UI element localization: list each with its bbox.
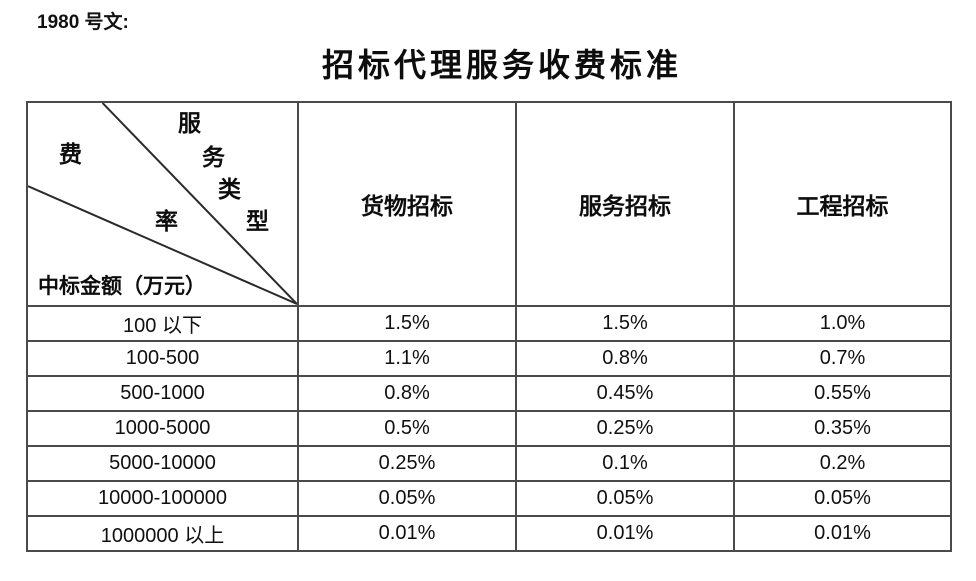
diagonal-lines: [29, 104, 296, 304]
rate-cell-service: 1.5%: [515, 305, 735, 342]
amount-range-cell: 5000-10000: [26, 445, 299, 482]
table-row: 10000-100000 0.05% 0.05% 0.05%: [26, 480, 952, 517]
amount-range-cell: 1000000 以上: [26, 515, 299, 552]
table-row: 5000-10000 0.25% 0.1% 0.2%: [26, 445, 952, 482]
table-row: 100 以下 1.5% 1.5% 1.0%: [26, 305, 952, 342]
fee-rate-char-1: 费: [59, 142, 82, 167]
fee-rate-char-2: 率: [155, 209, 178, 234]
amount-range-cell: 500-1000: [26, 375, 299, 412]
rate-cell-service: 0.25%: [515, 410, 735, 447]
column-header-service-bidding: 服务招标: [515, 101, 735, 307]
diagonal-header-cell: 服 务 类 型 费 率 中标金额（万元）: [26, 101, 299, 307]
rate-cell-service: 0.1%: [515, 445, 735, 482]
table-row: 500-1000 0.8% 0.45% 0.55%: [26, 375, 952, 412]
rate-cell-goods: 1.1%: [297, 340, 517, 377]
amount-range-cell: 1000-5000: [26, 410, 299, 447]
rate-cell-goods: 0.01%: [297, 515, 517, 552]
table-row: 1000-5000 0.5% 0.25% 0.35%: [26, 410, 952, 447]
rate-cell-service: 0.01%: [515, 515, 735, 552]
rate-cell-service: 0.45%: [515, 375, 735, 412]
rate-cell-engineering: 0.35%: [733, 410, 952, 447]
table-row: 100-500 1.1% 0.8% 0.7%: [26, 340, 952, 377]
amount-range-cell: 100-500: [26, 340, 299, 377]
table-header-row: 服 务 类 型 费 率 中标金额（万元） 货物招标 服务招标 工程招标: [26, 101, 952, 307]
rate-cell-service: 0.8%: [515, 340, 735, 377]
rate-cell-service: 0.05%: [515, 480, 735, 517]
column-header-engineering-bidding: 工程招标: [733, 101, 952, 307]
doc-number-label: 1980 号文:: [37, 12, 129, 33]
page-title: 招标代理服务收费标准: [321, 47, 682, 83]
rate-cell-engineering: 0.05%: [733, 480, 952, 517]
rate-cell-goods: 0.25%: [297, 445, 517, 482]
amount-range-cell: 10000-100000: [26, 480, 299, 517]
amount-range-cell: 100 以下: [26, 305, 299, 342]
rate-cell-goods: 1.5%: [297, 305, 517, 342]
rate-cell-goods: 0.8%: [297, 375, 517, 412]
fee-table: 服 务 类 型 费 率 中标金额（万元） 货物招标 服务招标 工程招标 100 …: [26, 101, 952, 552]
rate-cell-goods: 0.5%: [297, 410, 517, 447]
rate-cell-engineering: 0.7%: [733, 340, 952, 377]
service-type-char-2: 务: [202, 145, 225, 170]
service-type-char-4: 型: [246, 209, 269, 234]
service-type-char-3: 类: [218, 177, 241, 202]
column-header-goods-bidding: 货物招标: [297, 101, 517, 307]
rate-cell-engineering: 0.55%: [733, 375, 952, 412]
table-row: 1000000 以上 0.01% 0.01% 0.01%: [26, 515, 952, 552]
rate-cell-engineering: 0.2%: [733, 445, 952, 482]
service-type-char-1: 服: [178, 111, 201, 136]
amount-axis-label: 中标金额（万元）: [38, 274, 206, 298]
rate-cell-goods: 0.05%: [297, 480, 517, 517]
rate-cell-engineering: 0.01%: [733, 515, 952, 552]
rate-cell-engineering: 1.0%: [733, 305, 952, 342]
